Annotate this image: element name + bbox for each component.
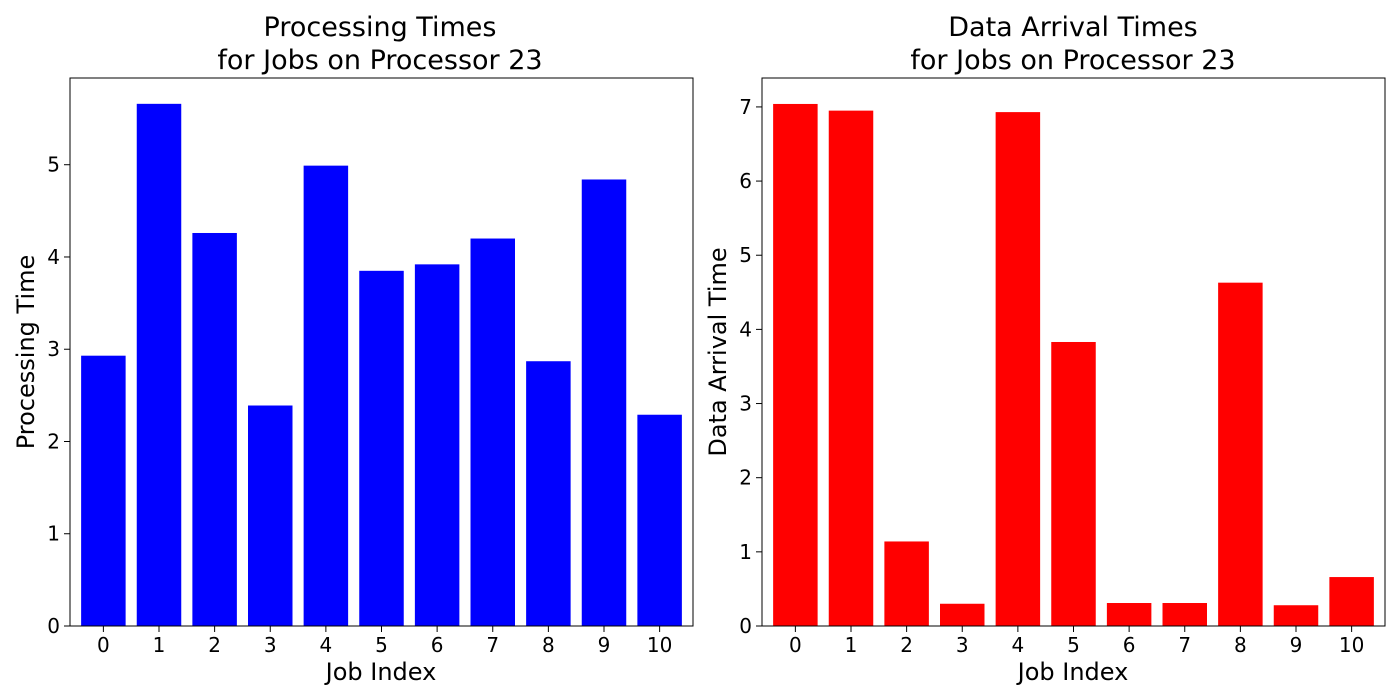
bar-8 <box>1218 282 1263 626</box>
bar-3 <box>248 405 293 626</box>
tick-group: 0 1 2 3 4 5 6 7 8 9 10 0 1 2 3 4 5 <box>47 153 672 657</box>
chart-title-line1: Processing Times <box>264 12 497 43</box>
bar-10 <box>637 414 682 626</box>
x-tick-label: 1 <box>153 633 166 657</box>
x-tick-label: 4 <box>1012 633 1025 657</box>
y-tick-label: 0 <box>47 614 60 638</box>
bar-6 <box>1106 603 1152 626</box>
y-tick-label: 1 <box>47 522 60 546</box>
y-tick-label: 2 <box>47 429 60 453</box>
x-tick-label: 5 <box>375 633 388 657</box>
bar-6 <box>414 264 460 626</box>
bar-9 <box>1273 605 1319 626</box>
chart-title-line1: Data Arrival Times <box>948 12 1198 43</box>
x-axis-label: Job Index <box>324 658 437 686</box>
x-tick-label: 8 <box>1234 633 1247 657</box>
x-tick-label: 6 <box>1123 633 1136 657</box>
bar-9 <box>581 179 627 626</box>
bar-10 <box>1329 577 1374 626</box>
bar-7 <box>470 238 515 626</box>
x-tick-label: 9 <box>598 633 611 657</box>
y-tick-label: 5 <box>47 153 60 177</box>
bar-1 <box>136 103 182 626</box>
bar-0 <box>773 103 818 627</box>
x-axis-label: Job Index <box>1016 658 1129 686</box>
x-tick-label: 0 <box>789 633 802 657</box>
bar-4 <box>995 112 1041 626</box>
x-tick-label: 2 <box>900 633 913 657</box>
bar-8 <box>526 361 571 626</box>
x-tick-label: 2 <box>208 633 221 657</box>
x-tick-label: 0 <box>97 633 110 657</box>
y-tick-label: 4 <box>739 317 752 341</box>
processing-times-chart: Processing Times for Jobs on Processor 2… <box>12 12 694 686</box>
x-tick-label: 9 <box>1290 633 1303 657</box>
x-tick-label: 10 <box>1339 633 1364 657</box>
bar-group <box>773 103 1374 627</box>
bar-5 <box>1051 341 1096 626</box>
data-arrival-times-chart: Data Arrival Times for Jobs on Processor… <box>704 12 1386 686</box>
bar-7 <box>1162 603 1207 626</box>
y-tick-label: 4 <box>47 245 60 269</box>
y-tick-label: 3 <box>47 337 60 361</box>
plot-frame <box>761 77 1386 627</box>
x-tick-label: 5 <box>1067 633 1080 657</box>
x-tick-label: 6 <box>431 633 444 657</box>
y-axis-label: Data Arrival Time <box>704 247 732 456</box>
x-tick-label: 4 <box>320 633 333 657</box>
bar-4 <box>303 165 349 626</box>
y-tick-label: 6 <box>739 169 752 193</box>
bar-2 <box>884 541 929 626</box>
chart-title-line2: for Jobs on Processor 23 <box>217 45 542 76</box>
bar-5 <box>359 270 404 626</box>
y-tick-label: 5 <box>739 243 752 267</box>
bar-3 <box>940 603 985 626</box>
bar-1 <box>828 110 874 627</box>
y-tick-label: 7 <box>739 95 752 119</box>
x-tick-label: 8 <box>542 633 555 657</box>
x-tick-label: 7 <box>486 633 499 657</box>
y-tick-label: 1 <box>739 540 752 564</box>
bar-0 <box>81 355 126 626</box>
y-axis-label: Processing Time <box>12 255 40 450</box>
x-tick-label: 3 <box>956 633 969 657</box>
y-tick-label: 0 <box>739 614 752 638</box>
bar-group <box>81 103 682 626</box>
x-tick-label: 3 <box>264 633 277 657</box>
chart-title-line2: for Jobs on Processor 23 <box>910 45 1235 76</box>
y-tick-label: 3 <box>739 392 752 416</box>
tick-group: 0 1 2 3 4 5 6 7 8 9 10 0 1 2 3 4 5 6 7 <box>739 95 1364 657</box>
x-tick-label: 7 <box>1178 633 1191 657</box>
bar-2 <box>192 232 237 626</box>
x-tick-label: 10 <box>647 633 672 657</box>
y-tick-label: 2 <box>739 466 752 490</box>
plot-frame <box>69 77 694 627</box>
x-tick-label: 1 <box>845 633 858 657</box>
